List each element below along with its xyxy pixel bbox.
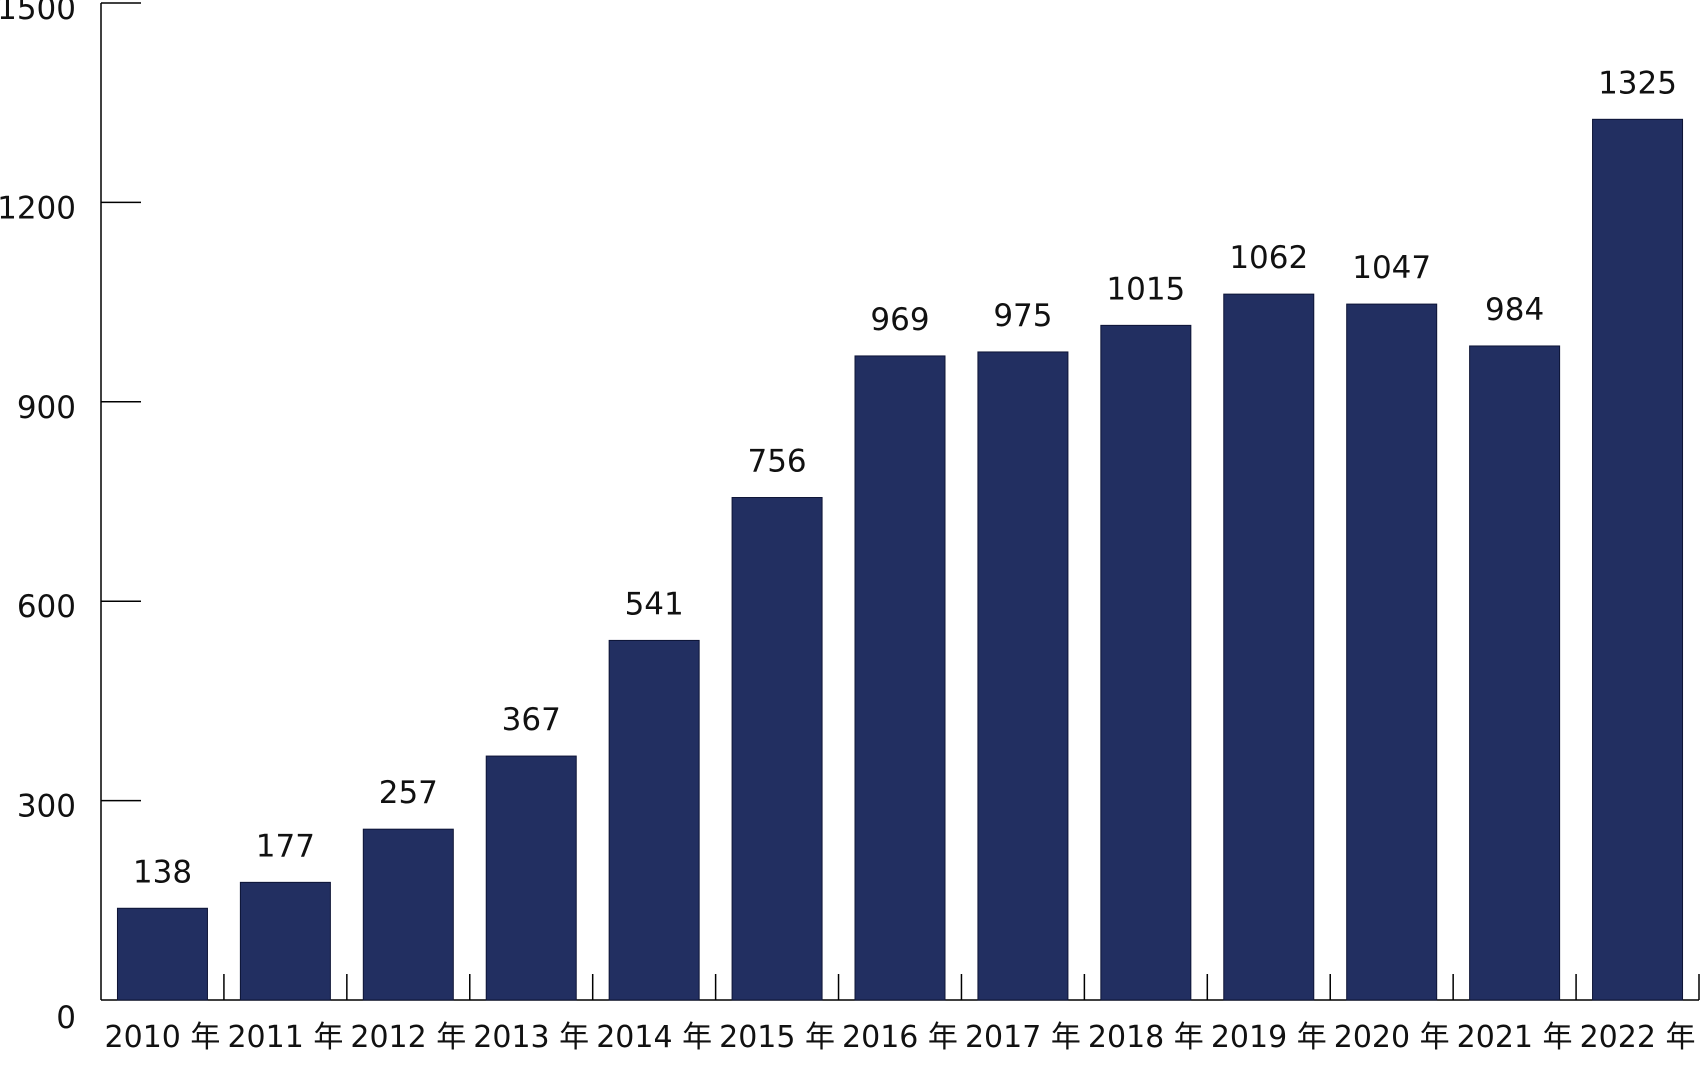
data-label: 1047	[1352, 250, 1431, 286]
x-tick-label: 2014 年	[596, 1020, 712, 1055]
data-label: 975	[993, 298, 1052, 334]
bar	[854, 355, 946, 1001]
y-tick-label: 600	[17, 589, 76, 625]
bar	[239, 881, 331, 1001]
bar	[362, 828, 454, 1001]
data-label: 1062	[1229, 240, 1308, 276]
x-tick-label: 2022 年	[1580, 1020, 1696, 1055]
data-label: 984	[1485, 292, 1544, 328]
bar	[1100, 324, 1192, 1001]
x-tick-label: 2012 年	[350, 1020, 466, 1055]
bar	[116, 907, 208, 1001]
y-tick-label: 1500	[0, 0, 76, 27]
bar	[485, 755, 577, 1001]
x-tick-label: 2020 年	[1334, 1020, 1450, 1055]
x-tick-label: 2017 年	[965, 1020, 1081, 1055]
bars	[116, 118, 1684, 1001]
x-tick-label: 2018 年	[1088, 1020, 1204, 1055]
x-tick-label: 2013 年	[473, 1020, 589, 1055]
x-tick-label: 2021 年	[1457, 1020, 1573, 1055]
data-label: 1325	[1598, 65, 1677, 101]
data-label: 177	[256, 828, 315, 864]
bar	[608, 639, 700, 1001]
bar	[1592, 118, 1684, 1001]
data-label: 756	[747, 444, 806, 480]
x-tick-label: 2016 年	[842, 1020, 958, 1055]
data-label: 541	[625, 586, 684, 622]
x-tick-label: 2015 年	[719, 1020, 835, 1055]
y-tick-label: 900	[17, 390, 76, 426]
data-label: 969	[870, 302, 929, 338]
bar	[731, 497, 823, 1001]
bar	[1346, 303, 1438, 1001]
y-tick-label: 300	[17, 789, 76, 825]
bar	[1469, 345, 1561, 1001]
y-tick-label: 0	[56, 1000, 76, 1036]
x-axis: 2010 年 2011 年 2012 年 2013 年 2014 年 2015 年 2016…	[101, 974, 1700, 1055]
x-tick-label: 2010 年	[105, 1020, 221, 1055]
x-tick-label: 2011 年	[227, 1020, 343, 1055]
x-tick-label: 2019 年	[1211, 1020, 1327, 1055]
data-label: 138	[133, 854, 192, 890]
data-label: 257	[379, 775, 438, 811]
y-tick-label: 1200	[0, 190, 76, 226]
data-label: 1015	[1106, 271, 1185, 307]
value-labels: 138 177 257 367 541 756 969 975 1015 1062 1047 984 1…	[133, 65, 1677, 890]
bar	[977, 351, 1069, 1001]
bar	[1223, 293, 1315, 1001]
y-axis: 0 300 600 900 1200 1500	[0, 0, 141, 1036]
data-label: 367	[502, 702, 561, 738]
